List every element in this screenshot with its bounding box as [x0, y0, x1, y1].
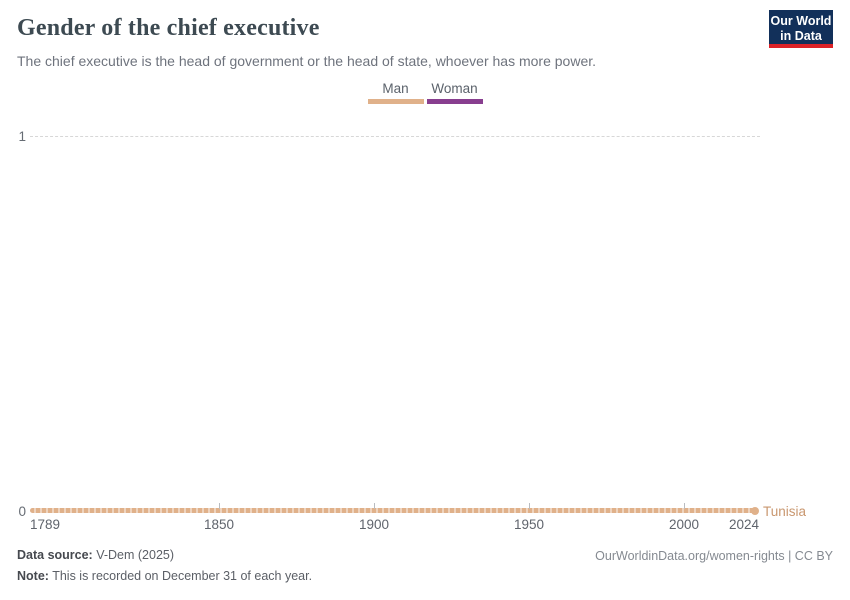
owid-logo-line1: Our World	[770, 14, 832, 28]
footer-data-source: Data source: V-Dem (2025)	[17, 548, 174, 562]
x-axis-label-1950: 1950	[513, 517, 545, 532]
series-endpoint-marker	[751, 507, 759, 515]
page-title: Gender of the chief executive	[17, 15, 320, 41]
x-axis-label-1789: 1789	[29, 517, 61, 532]
legend-swatch-woman	[426, 99, 483, 104]
owid-logo-line2: in Data	[780, 29, 822, 43]
legend-label-woman: Woman	[431, 81, 478, 96]
entity-label-tunisia: Tunisia	[763, 504, 807, 519]
y-axis-tick-0: 0	[18, 504, 26, 519]
x-axis-tickmark-1950	[529, 503, 530, 509]
x-axis-label-2000: 2000	[668, 517, 700, 532]
footer-note: Note: This is recorded on December 31 of…	[17, 569, 312, 583]
x-axis-label-1900: 1900	[358, 517, 390, 532]
legend-item-woman[interactable]: Woman	[426, 81, 483, 104]
footer-note-value: This is recorded on December 31 of each …	[48, 569, 313, 583]
series-line-tunisia	[30, 508, 756, 513]
chart-subtitle: The chief executive is the head of gover…	[17, 53, 597, 69]
x-axis-tickmark-1900	[374, 503, 375, 509]
legend-swatch-man	[367, 99, 424, 104]
footer-data-source-label: Data source:	[17, 548, 93, 562]
legend-label-man: Man	[382, 81, 409, 96]
gridline-y1	[30, 136, 760, 137]
footer-link-license[interactable]: OurWorldinData.org/women-rights | CC BY	[595, 549, 833, 563]
footer-note-label: Note:	[17, 569, 49, 583]
x-axis-tickmark-1850	[219, 503, 220, 509]
footer-data-source-value: V-Dem (2025)	[92, 548, 175, 562]
owid-logo[interactable]: Our World in Data	[769, 10, 833, 48]
x-axis-tickmark-2000	[684, 503, 685, 509]
y-axis-tick-1: 1	[18, 129, 26, 144]
legend: Man Woman	[0, 81, 850, 104]
x-axis-label-1850: 1850	[203, 517, 235, 532]
x-axis-label-2024: 2024	[728, 517, 760, 532]
legend-item-man[interactable]: Man	[367, 81, 424, 104]
